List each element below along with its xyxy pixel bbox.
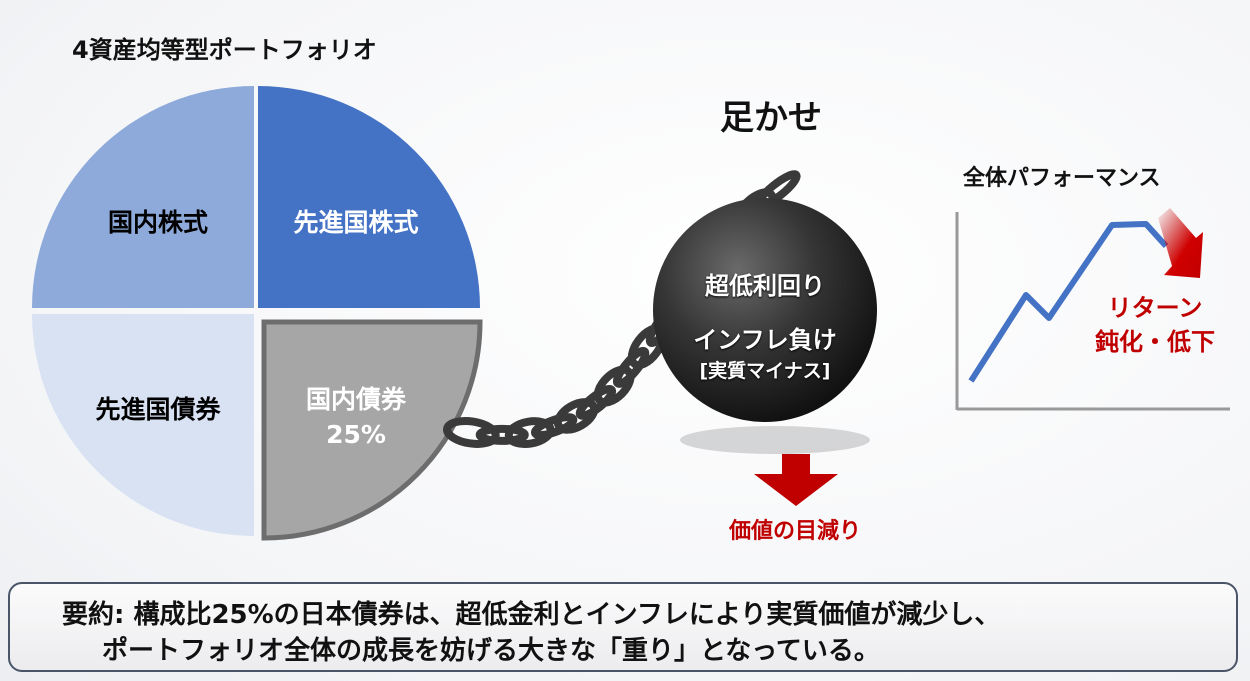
label-domestic-stocks: 国内株式 — [107, 208, 208, 237]
chain-link — [504, 417, 555, 449]
chain-link — [443, 416, 500, 448]
summary-line-2: ポートフォリオ全体の成長を妨げる大きな「重り」となっている。 — [102, 636, 880, 666]
summary-box: 要約: 構成比25%の日本債券は、超低金利とインフレにより実質価値が減少し、 ポ… — [8, 582, 1238, 672]
label-domestic-bonds: 国内債券 — [305, 385, 406, 414]
chain-link — [612, 346, 650, 388]
ball-text-low-yield: 超低利回り — [705, 272, 825, 300]
chain-link — [553, 398, 599, 434]
label-developed-bonds: 先進国債券 — [95, 395, 221, 424]
summary-line-1: 要約: 構成比25%の日本債券は、超低金利とインフレにより実質価値が減少し、 — [62, 600, 1001, 630]
iron-ball — [653, 198, 877, 422]
pie-title: 4資産均等型ポートフォリオ — [72, 36, 377, 64]
pie-slice-domestic-bonds — [261, 319, 483, 541]
chain-link — [575, 385, 617, 420]
pie-slice-domestic-stocks — [32, 86, 254, 308]
chain-link — [530, 413, 578, 440]
pie-slice-developed-bonds — [32, 314, 254, 536]
chain-link — [475, 424, 529, 445]
performance-title: 全体パフォーマンス — [963, 166, 1161, 191]
value-loss-label: 価値の目減り — [728, 519, 861, 544]
down-arrow-icon — [754, 454, 838, 506]
return-label: リターン — [1107, 294, 1203, 322]
chain-link — [593, 365, 635, 407]
performance-line — [968, 221, 1169, 383]
ball-text-inflation: インフレ負け — [693, 326, 837, 354]
decline-arrow-icon — [1158, 208, 1203, 278]
pie-slice-developed-stocks — [258, 86, 480, 308]
label-developed-stocks: 先進国株式 — [293, 208, 419, 237]
decline-label: 鈍化・低下 — [1095, 328, 1215, 356]
label-domestic-bonds-value: 25% — [326, 420, 386, 449]
ball-title: 足かせ — [720, 98, 822, 138]
ball-text-real-negative: [実質マイナス] — [699, 360, 831, 382]
